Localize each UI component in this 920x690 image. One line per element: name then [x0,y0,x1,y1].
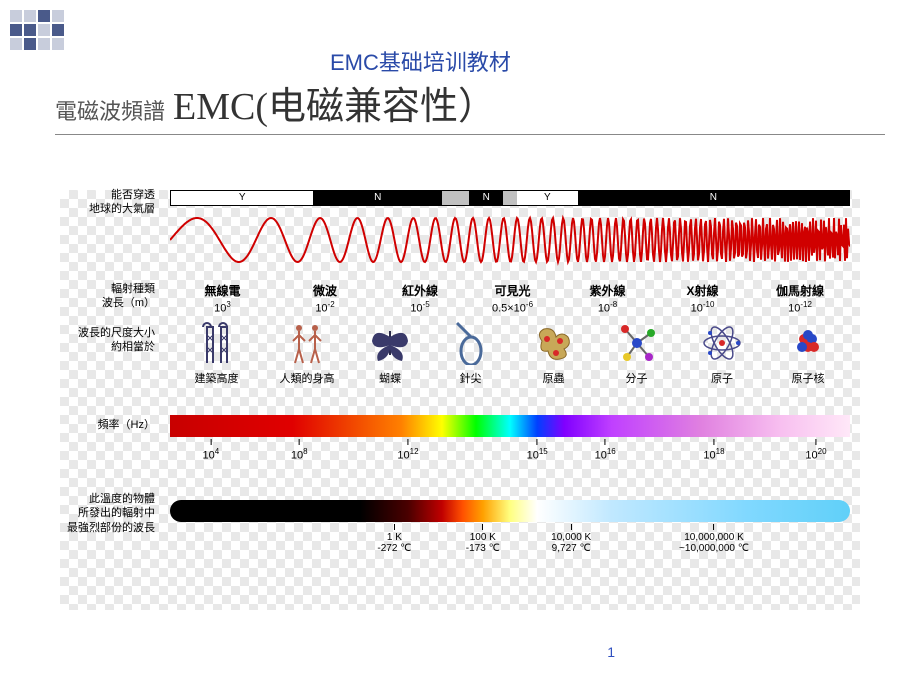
temp-tick: 1 K-272 ℃ [377,524,411,554]
freq-tick: 108 [291,439,308,462]
band-name: 紅外線 [375,282,465,299]
scale-icon-butterfly [351,318,429,368]
label-penetrate: 能否穿透地球的大氣層 [60,188,155,217]
band-wavelength: 10-8 [560,300,655,315]
scale-label: 蝴蝶 [351,370,429,386]
freq-tick: 1016 [595,439,616,462]
freq-tick: 1012 [397,439,418,462]
temp-tick: 10,000 K9,727 ℃ [551,524,591,554]
scale-icon-nucleus [766,318,850,368]
scale-icon-needle [429,318,512,368]
band-wavelength: 10-12 [750,300,850,315]
band-wavelength: 0.5×10-6 [465,300,560,315]
label-temperature: 此溫度的物體所發出的輻射中最強烈部份的波長 [60,492,155,535]
band-wavelength: 103 [170,300,275,315]
band-name: 伽馬射線 [750,282,850,299]
title-row: 電磁波頻譜 EMC(电磁兼容性） [55,75,885,135]
slide-header: EMC基础培训教材 [330,45,511,77]
scale-label: 建築高度 [170,370,263,386]
main-title: EMC(电磁兼容性） [173,75,496,130]
temperature-ticks: 1 K-272 ℃ 100 K-173 ℃ 10,000 K9,727 ℃ 10,00… [170,524,850,556]
scale-icon-protozoa [512,318,595,368]
em-spectrum-diagram: 能否穿透地球的大氣層 YNNYN 輻射種類波長（m） 無線電103微波10-2紅… [60,190,860,610]
label-frequency: 頻率（Hz） [60,418,155,432]
band-name: 可見光 [465,282,560,299]
scale-icons [170,318,850,368]
wave-illustration [170,210,850,270]
band-name: 紫外線 [560,282,655,299]
scale-label: 原蟲 [512,370,595,386]
scale-icon-molecule [595,318,678,368]
frequency-spectrum-bar [170,415,850,437]
band-wavelength: 10-10 [655,300,750,315]
temperature-spectrum-bar [170,500,850,522]
frequency-ticks: 104 108 1012 1015 1016 1018 1020 [170,439,850,461]
label-radiation-type: 輻射種類波長（m） [60,282,155,311]
radiation-bands: 無線電103微波10-2紅外線10-5可見光0.5×10-6紫外線10-8X射線… [170,282,850,312]
band-wavelength: 10-5 [375,300,465,315]
freq-tick: 1015 [527,439,548,462]
scale-labels: 建築高度人類的身高蝴蝶針尖原蟲分子原子原子核 [170,370,850,386]
scale-label: 針尖 [429,370,512,386]
subtitle-prefix: 電磁波頻譜 [55,94,165,126]
scale-label: 人類的身高 [263,370,351,386]
page-number: 1 [607,644,615,660]
temp-tick: 100 K-173 ℃ [466,524,500,554]
scale-icon-humans [263,318,351,368]
freq-tick: 1020 [805,439,826,462]
label-scale: 波長的尺度大小約相當於 [60,326,155,355]
band-wavelength: 10-2 [275,300,375,315]
scale-icon-towers [170,318,263,368]
corner-decoration [10,10,64,50]
atmosphere-penetration-bar: YNNYN [170,190,850,206]
temp-tick: 10,000,000 K~10,000,000 ℃ [679,524,749,554]
scale-label: 原子核 [766,370,850,386]
band-name: 無線電 [170,282,275,299]
freq-tick: 104 [202,439,219,462]
band-name: 微波 [275,282,375,299]
scale-icon-atom [678,318,766,368]
freq-tick: 1018 [703,439,724,462]
band-name: X射線 [655,282,750,299]
scale-label: 分子 [595,370,678,386]
scale-label: 原子 [678,370,766,386]
